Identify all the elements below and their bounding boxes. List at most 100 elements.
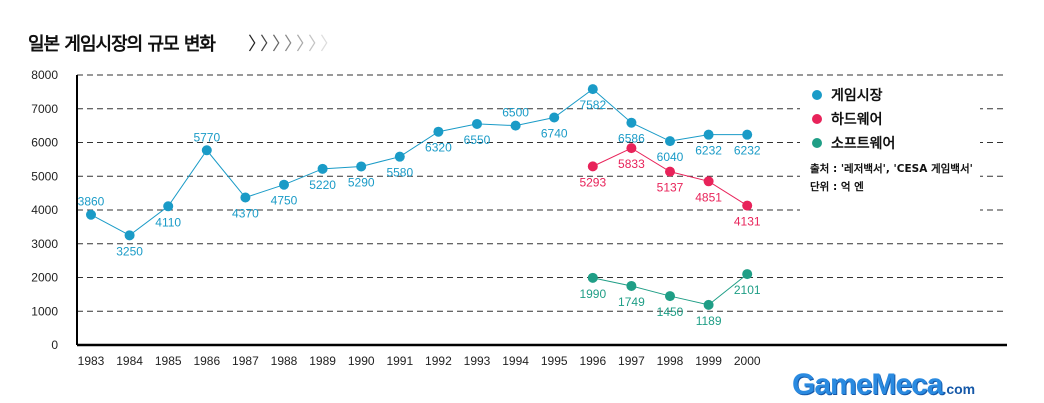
data-point — [742, 269, 753, 280]
data-label: 5770 — [193, 130, 220, 144]
data-point — [587, 272, 598, 283]
data-label: 5293 — [579, 175, 606, 189]
data-point — [626, 280, 637, 291]
data-label: 6232 — [734, 144, 761, 158]
data-point — [703, 299, 714, 310]
data-label: 5833 — [618, 157, 645, 171]
data-label: 4750 — [271, 194, 298, 208]
data-label: 1450 — [657, 305, 684, 319]
gamemeca-logo: GameMeca.com — [792, 368, 975, 402]
data-point — [279, 179, 289, 190]
y-tick-label: 7000 — [31, 102, 58, 116]
x-tick-label: 1999 — [695, 354, 722, 368]
chevron-icon: 〉 — [308, 34, 320, 55]
data-point — [163, 201, 174, 212]
x-tick-label: 1992 — [425, 354, 452, 368]
chevron-icon: 〉 — [284, 34, 296, 55]
y-tick-label: 8000 — [31, 68, 58, 82]
x-tick-label: 1986 — [193, 354, 220, 368]
chevron-icon: 〉 — [260, 34, 272, 55]
x-tick-label: 1983 — [78, 354, 105, 368]
chevron-icon: 〉 — [296, 34, 308, 55]
x-tick-label: 1990 — [348, 354, 375, 368]
data-point — [394, 151, 405, 162]
data-point — [742, 200, 753, 211]
x-tick-label: 1991 — [386, 354, 413, 368]
data-point — [86, 209, 96, 220]
y-tick-label: 5000 — [31, 169, 58, 183]
data-point — [433, 126, 444, 137]
data-point — [587, 84, 598, 95]
data-label: 5580 — [386, 166, 413, 180]
data-label: 4370 — [232, 207, 259, 221]
y-tick-label: 3000 — [31, 237, 58, 251]
data-point — [240, 192, 251, 203]
x-tick-label: 1994 — [502, 354, 529, 368]
data-label: 2101 — [734, 283, 761, 297]
data-label: 5290 — [348, 175, 375, 189]
data-point — [665, 291, 675, 302]
data-label: 5220 — [309, 178, 336, 192]
data-label: 6740 — [541, 127, 568, 141]
data-point — [665, 166, 675, 177]
data-label: 7582 — [579, 98, 606, 112]
y-tick-label: 1000 — [31, 304, 58, 318]
data-point — [317, 163, 328, 174]
legend-marker — [812, 114, 822, 124]
chevron-icon: 〉 — [272, 34, 284, 55]
source-note: 출처 : '레저백서', 'CESA 게임백서' — [810, 162, 973, 175]
chevron-decoration-icon: 〉〉〉〉〉〉〉 — [248, 30, 341, 56]
legend-marker — [812, 90, 822, 100]
data-point — [510, 120, 521, 131]
data-label: 6232 — [695, 144, 722, 158]
data-point — [549, 112, 560, 123]
data-label: 1189 — [696, 314, 722, 328]
data-point — [626, 143, 637, 154]
data-point — [742, 129, 753, 140]
data-label: 3250 — [116, 244, 143, 258]
data-point — [626, 117, 637, 128]
data-point — [703, 129, 714, 140]
data-label: 6550 — [464, 133, 491, 147]
y-tick-label: 6000 — [31, 136, 58, 150]
x-tick-label: 2000 — [734, 354, 761, 368]
legend-label: 소프트웨어 — [831, 135, 895, 152]
x-tick-label: 1993 — [464, 354, 491, 368]
legend-label: 게임시장 — [831, 87, 883, 104]
data-label: 6586 — [618, 132, 645, 146]
x-tick-label: 1988 — [271, 354, 298, 368]
x-tick-label: 1984 — [116, 354, 143, 368]
data-label: 5137 — [657, 181, 684, 195]
logo-text: GameMeca — [792, 368, 943, 401]
data-label: 4131 — [734, 215, 761, 229]
chart-title: 일본 게임시장의 규모 변화 — [28, 34, 216, 55]
y-tick-label: 0 — [51, 338, 58, 352]
x-tick-label: 1987 — [232, 354, 259, 368]
data-label: 3860 — [78, 195, 105, 209]
legend-label: 하드웨어 — [831, 111, 883, 128]
x-tick-label: 1995 — [541, 354, 568, 368]
x-tick-label: 1989 — [309, 354, 336, 368]
data-label: 6040 — [657, 150, 684, 164]
x-tick-label: 1985 — [155, 354, 182, 368]
y-tick-label: 4000 — [31, 203, 58, 217]
legend-background — [800, 80, 980, 220]
chevron-icon: 〉 — [248, 34, 260, 55]
x-tick-label: 1998 — [657, 354, 684, 368]
data-point — [124, 230, 135, 241]
y-tick-label: 2000 — [31, 271, 58, 285]
data-point — [201, 145, 212, 156]
data-point — [472, 118, 482, 129]
data-label: 4110 — [155, 215, 181, 229]
data-label: 6500 — [502, 106, 529, 120]
x-tick-label: 1996 — [579, 354, 606, 368]
data-point — [356, 161, 367, 172]
data-point — [587, 161, 598, 172]
x-tick-label: 1997 — [618, 354, 645, 368]
logo-domain: .com — [942, 381, 976, 397]
data-point — [703, 176, 714, 187]
data-label: 6320 — [425, 141, 452, 155]
data-label: 1749 — [618, 295, 645, 309]
unit-note: 단위 : 억 엔 — [810, 180, 864, 193]
data-label: 1990 — [579, 287, 606, 301]
